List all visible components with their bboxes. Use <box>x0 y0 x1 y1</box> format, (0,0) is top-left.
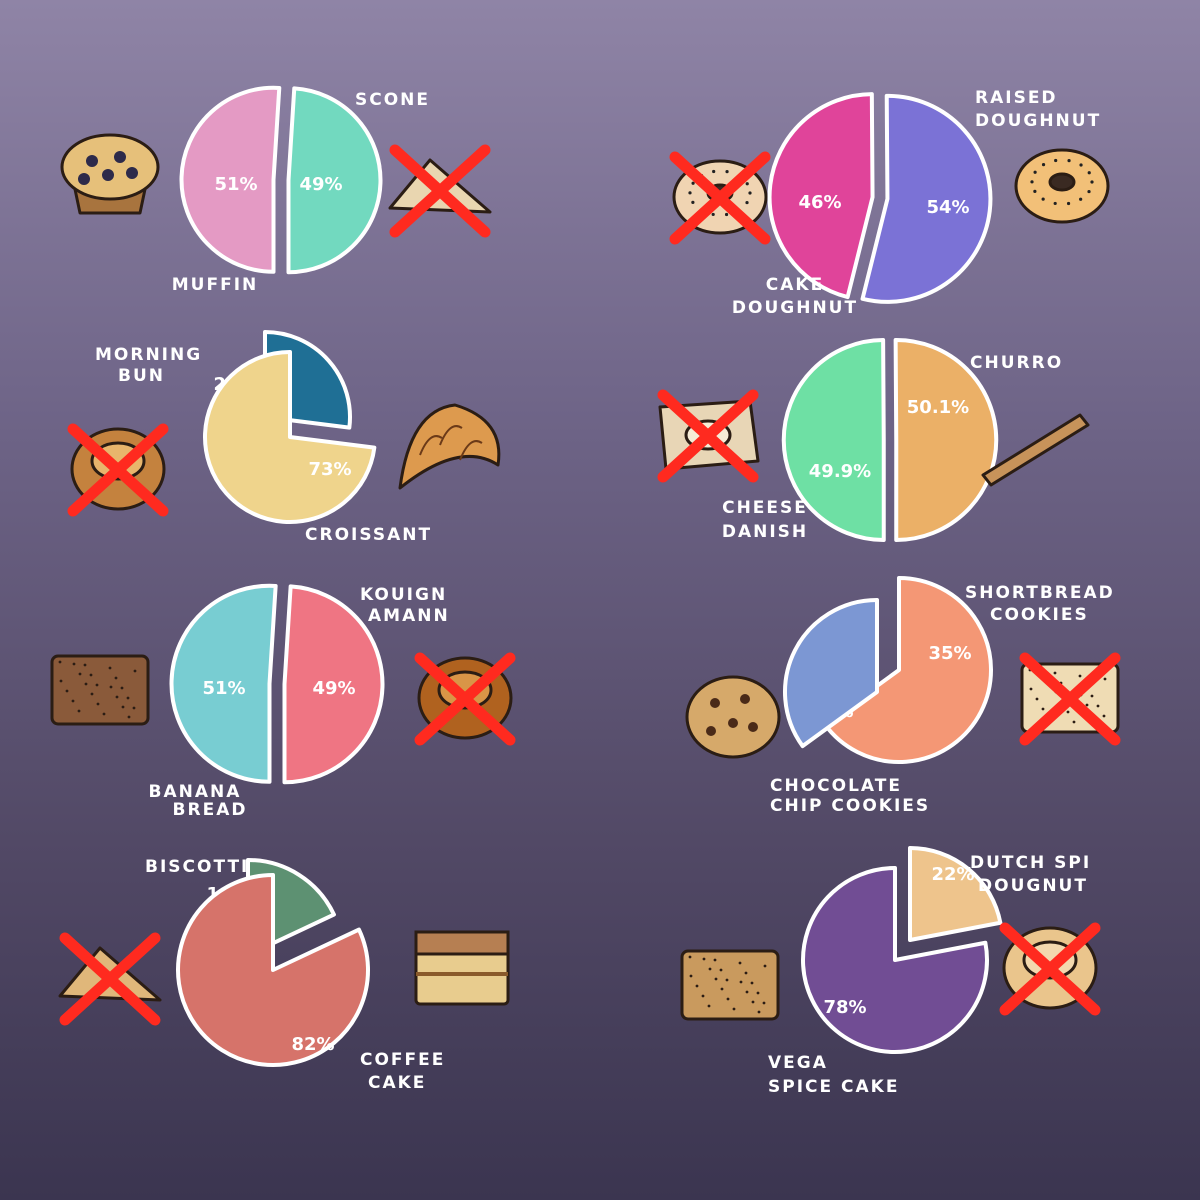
slice-category-label: MUFFIN <box>172 275 259 295</box>
slice-category-label: RAISED DOUGHNUT <box>975 88 1101 131</box>
pie-chart: 51% MUFFIN 49% SCONE <box>60 85 492 295</box>
slice-category-label-line: COFFEE <box>360 1050 445 1070</box>
pie-slice-banana-bread <box>169 583 278 784</box>
slice-category-label-line: SCONE <box>355 90 430 110</box>
slice-percent-label: 51% <box>214 174 257 195</box>
red-x-icon <box>1019 652 1121 746</box>
pie-chart: 51% BANANA BREAD 49% KOUIGN AMANN <box>50 583 516 820</box>
slice-category-label: CAKE DOUGHNUT <box>732 275 858 318</box>
slice-percent-label: 82% <box>291 1034 334 1055</box>
slice-percent-label: 49% <box>299 174 342 195</box>
pie-slice-shortbread-cookies <box>783 598 879 749</box>
slice-category-label-line: CHIP COOKIES <box>770 796 930 816</box>
slice-category-label-line: CHURRO <box>970 353 1063 373</box>
pie-slice-kouign-amann <box>282 584 385 785</box>
slice-category-label-line: DOUGHNUT <box>732 298 858 318</box>
slice-category-label: BISCOTTI <box>145 857 249 877</box>
dutch-spice-cake-icon <box>680 949 780 1021</box>
pie-slice-dutch-spice-cake <box>801 866 989 1054</box>
slice-percent-label: 50.1% <box>907 397 969 418</box>
slice-percent-label: 35% <box>928 643 971 664</box>
slice-category-label-line: VEGA <box>768 1053 828 1073</box>
slice-category-label: SHORTBREAD COOKIES <box>965 583 1115 625</box>
pie-chart: 49.9%CHEESE DANISH 50.1% CHURRO <box>657 337 1090 543</box>
slice-category-label-line: DUTCH SPI <box>970 853 1091 873</box>
pie-slice-cake-doughnut <box>767 92 875 300</box>
muffin-icon <box>60 133 160 215</box>
pie-slice-coffee-cake <box>176 873 370 1067</box>
chocolate-chip-cookie-icon <box>685 675 781 759</box>
red-x-icon <box>59 932 161 1026</box>
slice-category-label-line: SHORTBREAD <box>965 583 1115 603</box>
red-x-icon <box>414 652 516 746</box>
red-x-icon <box>669 151 771 245</box>
pie-chart: 46% CAKE DOUGHNUT 54% RAISED DOUGHNUT <box>669 88 1110 318</box>
slice-category-label-line: BANANA <box>149 782 242 802</box>
slice-category-label: SCONE <box>355 90 430 110</box>
raised-doughnut-icon <box>1014 148 1110 224</box>
slice-category-label: VEGA SPICE CAKE <box>768 1053 899 1097</box>
slice-category-label-line: BREAD <box>173 800 248 820</box>
slice-category-label-line: CAKE <box>368 1073 426 1093</box>
slice-category-label: DUTCH SPI DOUGNUT <box>970 853 1091 896</box>
slice-category-label-line: KOUIGN <box>360 585 447 605</box>
pie-slice-raised-doughnut <box>860 93 993 304</box>
pie-slice-muffin <box>179 85 282 274</box>
croissant-icon <box>398 403 501 490</box>
slice-category-label: CROISSANT <box>305 525 432 545</box>
churro-icon <box>981 413 1090 487</box>
slice-category-label: COFFEE CAKE <box>360 1050 445 1093</box>
slice-category-label-line: CHEESE <box>722 498 808 518</box>
red-x-icon <box>389 144 491 238</box>
slice-category-label: CHEESE DANISH <box>722 498 808 542</box>
pie-chart: 22% VEGA SPICE CAKE 78% DUTCH SPI DOUGNUT <box>680 846 1101 1097</box>
slice-category-label-line: DOUGNUT <box>978 876 1088 896</box>
pie-slice-scone <box>286 86 383 275</box>
pie-slice-cheese-danish <box>781 338 886 543</box>
slice-category-label-line: CHOCOLATE <box>770 776 902 796</box>
red-x-icon <box>67 423 169 517</box>
slice-category-label: MORNING BUN <box>95 345 202 386</box>
slice-percent-label: 51% <box>202 678 245 699</box>
slice-percent-label: 73% <box>308 459 351 480</box>
slice-category-label-line: BISCOTTI <box>145 857 249 877</box>
slice-category-label-line: CAKE <box>766 275 824 295</box>
slice-category-label-line: BUN <box>118 366 165 386</box>
slice-category-label-line: MORNING <box>95 345 202 365</box>
slice-category-label-line: SPICE CAKE <box>768 1077 899 1097</box>
slice-category-label-line: COOKIES <box>990 605 1089 625</box>
slice-percent-label: 49.9% <box>809 461 871 482</box>
slice-category-label: BANANA BREAD <box>149 782 248 820</box>
slice-category-label-line: AMANN <box>368 606 450 626</box>
pie-slice-croissant <box>203 350 377 524</box>
slice-category-label-line: DANISH <box>722 522 808 542</box>
slice-category-label-line: MUFFIN <box>172 275 259 295</box>
slice-category-label: KOUIGN AMANN <box>360 585 450 626</box>
slice-percent-label: 78% <box>823 997 866 1018</box>
slice-category-label-line: RAISED <box>975 88 1058 108</box>
pie-slice-churro <box>893 337 999 542</box>
slice-percent-label: 49% <box>312 678 355 699</box>
pie-slice-chocolate-chip-cookies <box>822 576 993 764</box>
slice-percent-label: 22% <box>931 864 974 885</box>
banana-bread-icon <box>50 654 150 726</box>
slice-percent-label: 46% <box>798 192 841 213</box>
slice-category-label-line: CROISSANT <box>305 525 432 545</box>
pie-slice-vegan-doughnut <box>908 846 1003 942</box>
slice-percent-label: 54% <box>926 197 969 218</box>
red-x-icon <box>657 389 759 483</box>
coffee-cake-icon <box>414 930 510 1006</box>
slice-category-label: CHURRO <box>970 353 1063 373</box>
red-x-icon <box>999 922 1101 1016</box>
slice-category-label-line: DOUGHNUT <box>975 111 1101 131</box>
slice-category-label: CHOCOLATE CHIP COOKIES <box>770 776 930 816</box>
